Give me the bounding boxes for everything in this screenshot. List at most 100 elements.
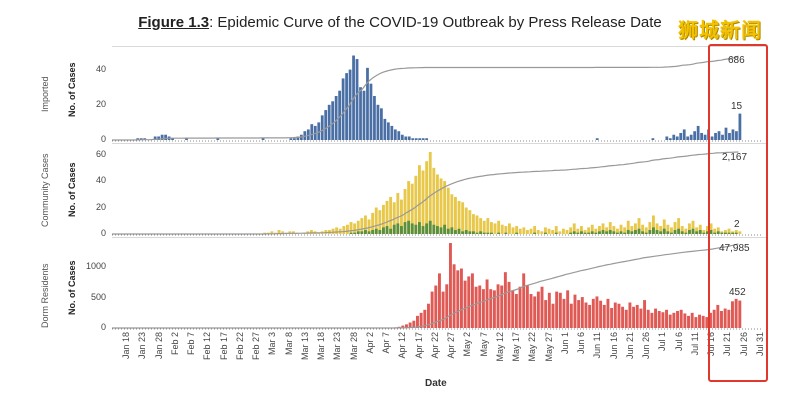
bar-community-64 (342, 226, 346, 234)
bar-dorm-81 (408, 322, 412, 328)
bar-imported-169 (700, 132, 704, 140)
bar-dorm-150 (661, 312, 665, 328)
bar-community-164 (702, 230, 706, 234)
bar-community-91 (439, 227, 443, 234)
bar-dorm-157 (687, 315, 690, 328)
bar-community-67 (353, 232, 357, 234)
bar-community-77 (389, 228, 393, 234)
bar-dorm-85 (423, 309, 427, 328)
bar-imported-57 (310, 124, 314, 140)
bar-dorm-163 (709, 312, 712, 328)
bar-imported-74 (369, 83, 373, 140)
bar-community-141 (619, 224, 623, 234)
bar-community-160 (688, 223, 691, 234)
bar-community-74 (378, 210, 382, 234)
bar-community-132 (587, 232, 591, 234)
bar-community-161 (691, 220, 695, 234)
bar-community-172 (731, 231, 735, 234)
bar-community-97 (461, 202, 465, 234)
bar-dorm-133 (599, 300, 603, 328)
bar-dorm-102 (485, 279, 489, 328)
bar-community-136 (601, 230, 605, 234)
chart-title: Figure 1.3: Epidemic Curve of the COVID-… (0, 14, 800, 31)
bar-dorm-95 (459, 268, 463, 328)
bar-community-152 (659, 231, 663, 234)
bar-community-50 (292, 231, 295, 234)
bar-community-44 (270, 231, 274, 234)
bar-community-62 (335, 227, 339, 234)
bar-community-109 (504, 226, 508, 234)
bar-imported-139 (595, 138, 599, 140)
bar-community-123 (554, 232, 558, 234)
bar-community-83 (410, 223, 414, 234)
bar-community-76 (385, 226, 389, 234)
bar-community-137 (605, 227, 609, 234)
bar-community-138 (608, 230, 612, 234)
bar-community-90 (436, 226, 439, 234)
bar-dorm-166 (720, 311, 723, 328)
bar-community-117 (533, 232, 537, 234)
y-tick-label-imported: 0 (100, 134, 106, 144)
bar-community-168 (716, 227, 720, 234)
bar-community-148 (644, 232, 648, 234)
bar-community-113 (518, 228, 522, 234)
bar-imported-89 (421, 138, 425, 140)
bar-dorm-89 (437, 273, 441, 328)
bar-imported-62 (327, 104, 331, 140)
bar-dorm-87 (430, 291, 434, 328)
bar-community-122 (551, 230, 555, 234)
bar-dorm-128 (580, 297, 584, 328)
bar-dorm-98 (470, 273, 474, 328)
bar-dorm-118 (544, 300, 548, 328)
bar-dorm-136 (610, 307, 614, 328)
bar-dorm-138 (617, 303, 621, 328)
bar-imported-71 (359, 87, 362, 140)
bar-dorm-110 (514, 294, 518, 328)
bar-community-102 (479, 231, 483, 234)
y-tick-label-dorm: 0 (100, 322, 106, 332)
bar-imported-167 (693, 131, 697, 140)
bar-community-87 (425, 223, 429, 234)
bar-community-171 (727, 232, 731, 234)
bar-dorm-105 (496, 284, 500, 328)
bar-community-106 (493, 223, 497, 234)
bar-community-46 (277, 230, 281, 234)
bar-dorm-168 (727, 309, 731, 328)
bar-community-151 (655, 230, 659, 234)
bar-dorm-171 (738, 300, 742, 328)
bar-community-65 (346, 224, 349, 234)
bar-community-159 (684, 232, 688, 234)
bar-imported-13 (157, 136, 161, 140)
bar-dorm-111 (518, 286, 522, 328)
bar-community-111 (511, 227, 515, 234)
bar-dorm-83 (416, 315, 419, 328)
bar-dorm-159 (694, 317, 698, 328)
bar-community-98 (464, 207, 468, 234)
bar-community-78 (392, 202, 396, 234)
bar-community-115 (526, 230, 529, 234)
bar-dorm-97 (467, 276, 471, 328)
bar-community-133 (590, 231, 594, 234)
bar-community-129 (576, 232, 580, 234)
bar-community-131 (583, 232, 587, 234)
bar-community-167 (713, 228, 717, 234)
bar-dorm-158 (690, 312, 694, 328)
bar-imported-72 (362, 90, 366, 140)
bar-community-105 (490, 232, 493, 234)
bar-community-143 (626, 230, 630, 234)
bar-community-49 (288, 231, 292, 234)
bar-community-80 (400, 199, 403, 234)
bar-community-112 (515, 226, 519, 234)
bar-community-120 (544, 232, 547, 234)
bar-dorm-142 (632, 306, 636, 328)
bar-community-95 (454, 230, 457, 234)
bar-community-154 (666, 224, 670, 234)
bar-community-100 (472, 214, 475, 234)
annotation-community-total: 2,167 (722, 152, 748, 163)
bar-dorm-92 (448, 243, 452, 328)
bar-community-130 (580, 226, 583, 234)
bar-community-72 (371, 230, 375, 234)
bar-community-73 (374, 228, 378, 234)
bar-dorm-146 (646, 309, 650, 328)
bar-dorm-120 (551, 303, 555, 328)
